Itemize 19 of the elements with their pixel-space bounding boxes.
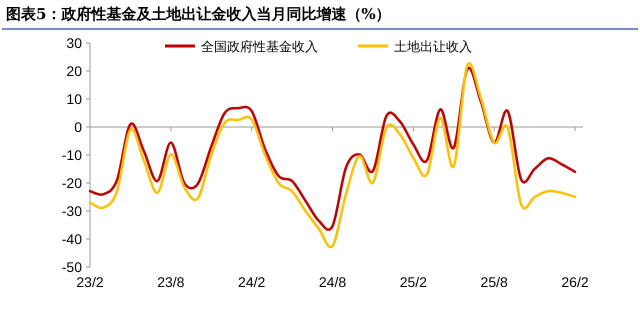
x-tick-label: 23/8	[157, 274, 185, 290]
y-tick-label: -50	[62, 259, 82, 275]
legend-label: 土地出让收入	[394, 40, 472, 55]
x-tick-label: 25/8	[480, 274, 508, 290]
y-tick-label: 20	[66, 63, 82, 79]
x-tick-label: 24/2	[238, 274, 266, 290]
y-tick-label: -30	[62, 203, 82, 219]
x-tick-label: 24/8	[318, 274, 346, 290]
y-tick-label: 10	[66, 91, 82, 107]
y-tick-label: -20	[62, 175, 82, 191]
x-tick-label: 25/2	[400, 274, 428, 290]
x-tick-label: 23/2	[76, 274, 104, 290]
y-tick-label: 0	[74, 119, 82, 135]
chart-title: 图表5：政府性基金及土地出让金收入当月同比增速（%）	[6, 5, 391, 23]
y-tick-label: -40	[62, 231, 82, 247]
y-tick-label: -10	[62, 147, 82, 163]
legend-label: 全国政府性基金收入	[201, 39, 318, 55]
x-tick-label: 26/2	[561, 274, 589, 290]
y-tick-label: 30	[66, 35, 82, 51]
